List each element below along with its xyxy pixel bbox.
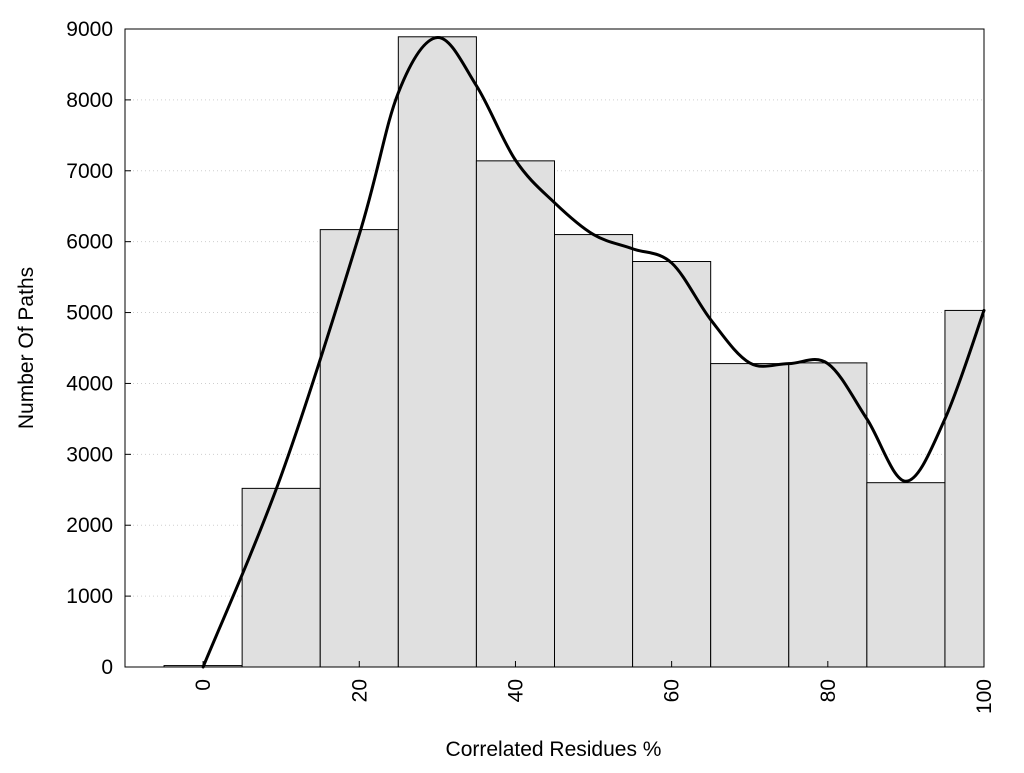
histogram-bar (632, 261, 712, 668)
x-tick-label: 0 (192, 679, 215, 691)
y-tick-label: 9000 (66, 18, 113, 41)
y-tick-label: 0 (101, 656, 113, 679)
density-curve-layer (201, 36, 986, 669)
y-tick-label: 8000 (66, 89, 113, 112)
histogram-bar (475, 160, 555, 668)
histogram-bar (788, 362, 868, 668)
x-axis-ticks: 0 20 40 60 80 100 (192, 661, 996, 714)
histogram-bar (710, 363, 790, 668)
histogram-bar (554, 234, 634, 668)
x-tick-label: 60 (661, 679, 684, 702)
y-tick-label: 2000 (66, 514, 113, 537)
x-tick-label: 20 (348, 679, 371, 702)
y-tick-label: 7000 (66, 160, 113, 183)
x-tick-label: 100 (973, 679, 996, 714)
y-tick-label: 1000 (66, 585, 113, 608)
histogram-bars (163, 36, 985, 668)
x-tick-label: 40 (504, 679, 527, 702)
histogram-bar (241, 487, 321, 668)
y-tick-label: 4000 (66, 372, 113, 395)
plot-frame (124, 28, 985, 668)
y-tick-label: 5000 (66, 302, 113, 325)
density-curve (201, 36, 986, 669)
histogram-bar (319, 229, 399, 668)
x-axis-label: Correlated Residues % (446, 738, 662, 761)
y-axis-label: Number Of Paths (15, 267, 38, 429)
histogram-bar (397, 36, 477, 668)
histogram-bar (866, 482, 946, 668)
y-tick-label: 6000 (66, 231, 113, 254)
y-axis-ticks: 0 1000 2000 3000 4000 5000 6000 7000 8000 9000 (66, 18, 131, 679)
y-tick-label: 3000 (66, 443, 113, 466)
x-tick-label: 80 (817, 679, 840, 702)
